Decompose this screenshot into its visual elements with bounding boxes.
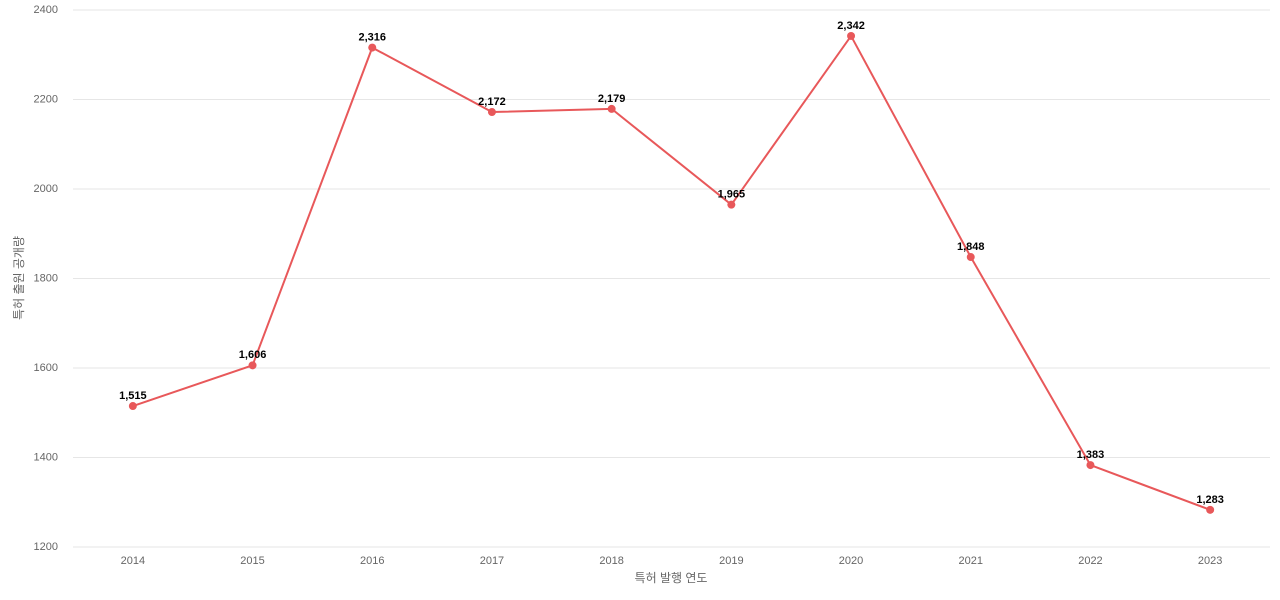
point [1086,461,1095,470]
y-tick-label: 2400 [34,4,58,16]
x-tick-label: 2022 [1078,555,1102,567]
x-tick-label: 2015 [240,555,264,567]
x-tick-label: 2016 [360,555,384,567]
value-label: 1,606 [239,349,267,361]
value-label: 1,848 [957,241,985,253]
point [128,402,137,411]
point [487,108,496,117]
x-tick-label: 2014 [121,555,145,567]
x-tick-label: 2017 [480,555,504,567]
x-tick-label: 2023 [1198,555,1222,567]
value-label: 2,342 [837,20,865,32]
y-tick-label: 1800 [34,272,58,284]
line [132,34,1211,511]
y-tick-label: 1400 [34,451,58,463]
y-axis-title: 특허 출원 공개량 [12,236,26,320]
point [847,31,856,40]
x-tick-label: 2019 [719,555,743,567]
x-tick-label: 2018 [599,555,623,567]
x-axis-title: 특허 발행 연도 [635,570,708,585]
point [727,200,736,209]
x-tick-label: 2020 [839,555,863,567]
value-label: 1,383 [1077,449,1105,461]
y-tick-label: 1600 [34,362,58,374]
point [1206,505,1215,514]
value-label: 2,316 [358,31,386,43]
value-label: 2,179 [598,93,626,105]
value-label: 1,515 [119,390,147,402]
y-tick-label: 1200 [34,541,58,553]
y-tick-label: 2200 [34,93,58,105]
value-label: 1,283 [1196,494,1224,506]
value-label: 2,172 [478,96,506,108]
point [607,104,616,113]
point [368,43,377,52]
y-tick-label: 2000 [34,183,58,195]
point [966,253,975,262]
value-label: 1,965 [718,189,746,201]
x-tick-label: 2021 [959,555,983,567]
point [248,361,257,370]
